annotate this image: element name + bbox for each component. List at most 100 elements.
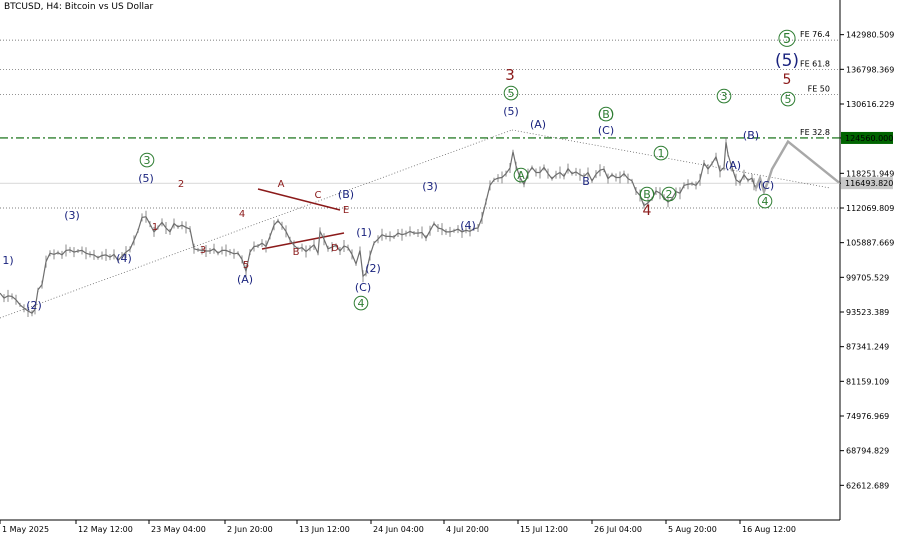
y-tick-label: 93523.389: [846, 308, 889, 317]
triangle-trendline: [261, 232, 345, 250]
wave-label: (C): [758, 179, 774, 192]
wave-label: 3: [144, 154, 151, 167]
wave-label: (A): [725, 159, 741, 172]
wave-label: 1: [152, 222, 158, 233]
wave-circle: [716, 88, 732, 104]
level-label: FE 76.4: [800, 30, 830, 39]
wave-label: (5): [775, 51, 799, 71]
x-tick-label: 5 Aug 20:00: [668, 525, 717, 534]
wave-label: A: [278, 179, 285, 190]
wave-label: 5: [783, 32, 791, 47]
wave-label: (A): [530, 118, 546, 131]
y-tick-label: 62612.689: [846, 481, 889, 490]
wave-label: 5: [243, 260, 249, 271]
y-tick: 136798.369: [840, 65, 894, 74]
wave-label: (B): [598, 108, 614, 121]
y-tick-label: 81159.109: [846, 377, 889, 386]
wave-label: 4: [239, 209, 245, 220]
price-box: [841, 131, 893, 144]
wave-label: (3): [64, 209, 80, 222]
price-box-label: 116493.820: [845, 179, 893, 188]
y-tick: 112069.809: [840, 204, 894, 213]
wave-label: (2): [365, 262, 381, 275]
wave-label: 5: [785, 93, 792, 106]
price-line: [0, 142, 757, 314]
wave-label: 4: [643, 203, 652, 219]
wave-circle: [598, 106, 614, 122]
x-axis-ticks: 1 May 2025 12 May 12:00 23 May 04:00 2 Jun …: [0, 520, 796, 534]
wave-circle: [639, 186, 655, 202]
x-tick: 16 Aug 12:00: [739, 520, 796, 534]
x-tick-label: 26 Jul 04:00: [594, 525, 642, 534]
y-tick-label: 68794.829: [846, 447, 889, 456]
wave-label: (4): [460, 219, 476, 232]
y-tick: 87341.249: [840, 343, 889, 352]
x-tick-label: 15 Jul 12:00: [520, 525, 568, 534]
price-box: [841, 177, 893, 190]
wave-circle: [139, 152, 155, 168]
wave-label: (3): [422, 180, 438, 193]
wave-label: 2: [178, 179, 184, 190]
wave-circle: [780, 91, 796, 107]
y-tick: 68794.829: [840, 447, 889, 456]
reference-levels: FE 76.4 FE 61.8 FE 50 FE 32.8: [0, 30, 840, 209]
x-tick: 2 Jun 20:00: [224, 520, 273, 534]
triangle-trendline: [257, 188, 341, 211]
x-tick: 15 Jul 12:00: [517, 520, 568, 534]
y-tick: 62612.689: [840, 481, 889, 490]
x-tick-label: 16 Aug 12:00: [742, 525, 796, 534]
y-tick: 118251.949: [840, 169, 894, 178]
wave-label: A: [517, 169, 525, 182]
wave-label: 4: [358, 297, 365, 310]
wave-label: 5: [783, 72, 792, 88]
trendlines: [0, 129, 831, 319]
wave-circle: [757, 193, 773, 209]
y-tick: 105887.669: [840, 239, 894, 248]
wave-label: 1): [2, 254, 13, 267]
y-tick: 116493.820: [840, 177, 893, 190]
y-axis-ticks: 142980.509 136798.369 130616.229 124560.000…: [840, 31, 894, 490]
x-tick: 1 May 2025: [0, 520, 49, 534]
y-tick: 130616.229: [840, 100, 894, 109]
x-tick-label: 4 Jul 20:00: [446, 525, 489, 534]
wave-label: (C): [598, 124, 614, 137]
y-tick-label: 136798.369: [846, 65, 894, 74]
x-tick-label: 24 Jun 04:00: [373, 525, 424, 534]
level-label: FE 32.8: [800, 128, 830, 137]
wave-labels: 1) (2) (3) (4) (5) 3 1 2 3 4 5 (A) A B C D E (B) (1) (2) (C)…: [2, 29, 799, 312]
wave-label: B: [582, 175, 590, 188]
y-tick-label: 142980.509: [846, 31, 894, 40]
x-tick-label: 12 May 12:00: [78, 525, 133, 534]
x-tick-label: 2 Jun 20:00: [227, 525, 273, 534]
wave-circle: [778, 29, 796, 47]
y-tick-label: 74976.969: [846, 412, 889, 421]
chart-title: BTCUSD, H4: Bitcoin vs US Dollar: [4, 2, 154, 12]
level-label: FE 61.8: [800, 59, 830, 68]
y-tick-label: 99705.529: [846, 273, 889, 282]
wave-label: (C): [355, 281, 371, 294]
wave-label: (B): [639, 188, 655, 201]
trendline: [511, 129, 831, 189]
x-tick: 4 Jul 20:00: [443, 520, 489, 534]
wave-label: (5): [503, 105, 519, 118]
y-tick: 93523.389: [840, 308, 889, 317]
wave-label: 2: [666, 188, 673, 201]
wave-label: (2): [26, 299, 42, 312]
y-tick-label: 105887.669: [846, 239, 894, 248]
chart-axes: [0, 0, 841, 521]
wave-circle: [503, 85, 519, 101]
y-tick: 99705.529: [840, 273, 889, 282]
x-tick-label: 1 May 2025: [2, 525, 49, 534]
level-label: FE 50: [808, 85, 830, 94]
wave-label: (B): [743, 129, 759, 142]
x-tick: 26 Jul 04:00: [591, 520, 642, 534]
wave-label: 1: [658, 147, 665, 160]
y-tick: 142980.509: [840, 31, 894, 40]
x-tick: 5 Aug 20:00: [665, 520, 717, 534]
price-box-label: 124560.000: [845, 134, 893, 143]
wave-label: C: [315, 190, 322, 201]
projection-line: [754, 139, 840, 196]
x-tick-label: 13 Jun 12:00: [299, 525, 350, 534]
wave-label: E: [343, 205, 349, 216]
